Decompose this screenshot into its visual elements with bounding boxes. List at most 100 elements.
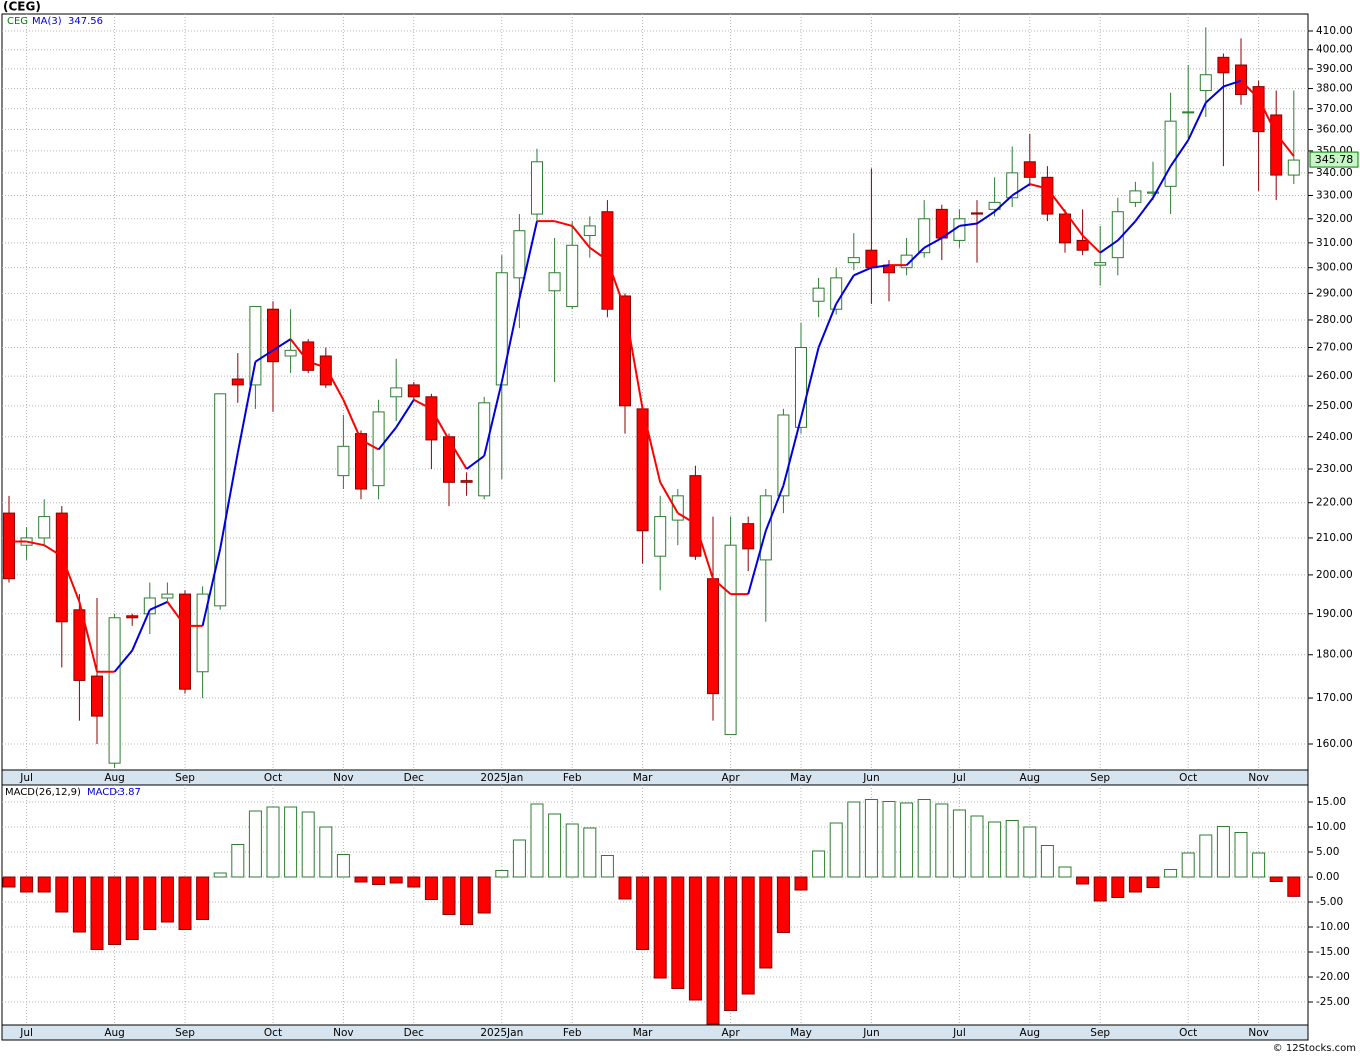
macd-bar	[407, 876, 421, 888]
candle-body	[1041, 176, 1054, 215]
y-tick-label: -5.00	[1316, 896, 1343, 908]
ma-line	[1187, 102, 1207, 141]
macd-bar	[1287, 876, 1301, 897]
candle-body	[671, 495, 684, 521]
ma-line	[289, 338, 309, 363]
price-tag	[1309, 151, 1359, 168]
macd-bar	[618, 876, 632, 900]
candle-body	[1111, 211, 1124, 259]
y-tick-label: 320.00	[1316, 213, 1353, 225]
footer: © 12Stocks.com	[1273, 1043, 1356, 1054]
ma-line	[571, 225, 591, 249]
ma-line	[1029, 183, 1048, 190]
candle-body	[108, 617, 121, 764]
macd-bar	[55, 876, 69, 913]
macd-bar	[2, 876, 16, 888]
candle-body	[214, 393, 227, 607]
candle-body	[267, 308, 279, 363]
y-tick-label: 15.00	[1316, 796, 1346, 808]
candle-body	[3, 512, 15, 580]
ma-line	[360, 439, 380, 451]
ma-line	[677, 512, 696, 525]
macd-bar	[178, 876, 192, 930]
macd-bar	[847, 801, 861, 878]
y-tick-label: 200.00	[1316, 569, 1353, 581]
ma-line	[976, 210, 996, 225]
ma-line	[377, 426, 397, 451]
ma-line	[43, 544, 63, 558]
ma-line	[201, 548, 222, 627]
ma-line	[1081, 234, 1101, 254]
candle-body	[55, 512, 68, 623]
macd-bar	[759, 876, 773, 969]
candle-body	[1076, 239, 1089, 251]
y-tick-label: 400.00	[1316, 44, 1353, 56]
x-tick-label: Feb	[563, 772, 582, 784]
x-tick-label: Aug	[104, 772, 125, 784]
y-tick-label: 10.00	[1316, 821, 1346, 833]
macd-value-name: MACD:	[87, 787, 120, 798]
candle-body	[249, 306, 262, 386]
macd-bar	[671, 876, 685, 989]
macd-bar	[301, 811, 315, 878]
macd-bar	[372, 876, 386, 885]
x-tick-label: Nov	[333, 1027, 354, 1039]
ma-line	[324, 366, 345, 401]
ma-line	[448, 439, 468, 470]
y-tick-label: 260.00	[1316, 370, 1353, 382]
candle-body	[918, 218, 931, 254]
macd-bar	[1005, 820, 1019, 878]
ma-line	[430, 408, 450, 441]
ma-line	[1134, 197, 1154, 222]
x-tick-label: Nov	[1248, 772, 1269, 784]
y-tick-label: 190.00	[1316, 608, 1353, 620]
y-tick-label: 220.00	[1316, 497, 1353, 509]
candle-body	[91, 675, 103, 717]
y-tick-label: 180.00	[1316, 649, 1353, 661]
ma-line	[26, 540, 45, 547]
candle-body	[1023, 161, 1036, 178]
ma-line	[1011, 183, 1031, 197]
candle-body	[443, 436, 455, 483]
macd-bar	[917, 799, 931, 878]
macd-bar	[477, 876, 491, 914]
candle-body	[407, 384, 420, 398]
macd-bar	[1111, 876, 1125, 898]
macd-bar	[460, 876, 474, 925]
x-tick-label: Aug	[1020, 772, 1041, 784]
macd-bar	[1234, 832, 1248, 878]
candle-body	[73, 609, 86, 681]
ma-line	[500, 298, 521, 383]
x-tick-label: Oct	[264, 1027, 282, 1039]
y-tick-label: 5.00	[1316, 846, 1339, 858]
x-tick-label: Sep	[1090, 772, 1110, 784]
macd-bar	[688, 876, 702, 1001]
price-panel	[1, 13, 1309, 771]
macd-bar	[1128, 876, 1142, 893]
ma-line	[800, 347, 820, 419]
candle-body	[390, 387, 403, 398]
macd-bar	[1269, 876, 1283, 882]
candle-body	[777, 414, 790, 497]
macd-bar	[1076, 876, 1090, 885]
candle-body	[1182, 111, 1195, 114]
macd-bar	[935, 803, 949, 878]
y-tick-label: 250.00	[1316, 400, 1353, 412]
macd-bar	[336, 854, 350, 878]
candle-body	[231, 378, 244, 386]
macd-bar	[882, 801, 896, 878]
ma-line	[959, 222, 978, 227]
macd-bar	[600, 855, 614, 878]
macd-bar	[424, 876, 438, 900]
ma-line	[659, 481, 679, 514]
legend-symbol: CEG	[7, 16, 28, 27]
candle-body	[1094, 262, 1107, 266]
macd-bar	[829, 822, 843, 878]
candle-body	[337, 445, 350, 477]
macd-bar	[512, 839, 526, 878]
ma-line	[606, 259, 626, 310]
candle-body	[724, 544, 737, 736]
candle-body	[1235, 64, 1247, 96]
x-tick-label: Oct	[1179, 772, 1197, 784]
